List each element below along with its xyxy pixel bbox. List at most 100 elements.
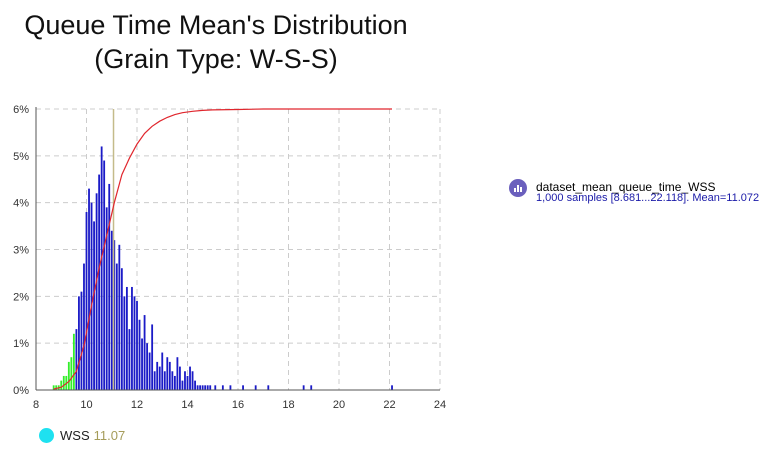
axes <box>35 107 440 391</box>
histogram-bar <box>168 361 171 390</box>
marker-dot-icon <box>39 427 54 443</box>
x-tick-label: 12 <box>131 399 143 411</box>
histogram-bar <box>146 343 149 390</box>
histogram-bar <box>242 385 244 390</box>
histogram-bar <box>103 160 106 390</box>
histogram-bar <box>113 240 116 390</box>
histogram-bar <box>171 371 174 390</box>
histogram-bar <box>110 230 113 390</box>
histogram-bar <box>100 146 103 390</box>
histogram-bar <box>105 207 108 390</box>
histogram-bar <box>181 380 184 390</box>
bar-chart-icon <box>509 179 527 197</box>
histogram-bar <box>161 352 164 390</box>
y-tick-label: 4% <box>13 198 29 210</box>
y-tick-label: 1% <box>13 338 29 350</box>
y-tick-label: 6% <box>13 104 29 116</box>
tick-labels: 0% 1% 2% 3% 4% 5% 6% 8 10 12 14 16 18 20 22 24 <box>13 104 446 411</box>
histogram-bar <box>310 385 313 390</box>
histogram-bar-low <box>72 333 75 390</box>
marker-legend-label: WSS <box>60 427 90 443</box>
histogram-bar <box>80 291 83 390</box>
x-tick-label: 24 <box>434 399 446 411</box>
x-tick-label: 10 <box>80 399 92 411</box>
histogram-bar <box>78 296 80 390</box>
histogram-bar <box>196 385 199 390</box>
histogram-bar-low <box>60 380 63 390</box>
histogram-bar <box>189 366 191 390</box>
histogram-bar <box>156 361 159 390</box>
histogram-bar <box>115 263 118 390</box>
histogram-bar <box>153 371 156 390</box>
x-tick-label: 20 <box>333 399 345 411</box>
histogram-bar <box>214 385 217 390</box>
legend-series-detail: 1,000 samples [8.681...22.118]. Mean=11.… <box>536 192 760 204</box>
histogram-bar <box>191 371 194 390</box>
y-tick-label: 2% <box>13 291 29 303</box>
chart-title: Queue Time Mean's Distribution (Grain Ty… <box>0 8 432 76</box>
histogram-bar <box>206 385 209 390</box>
histogram-bar-low <box>55 385 58 390</box>
marker-legend[interactable]: WSS 11.07 <box>39 427 125 443</box>
histogram-bar <box>194 380 196 390</box>
histogram-bar <box>229 385 232 390</box>
histogram-bar <box>136 301 138 390</box>
histogram-bar <box>98 174 101 390</box>
histogram-bar <box>133 296 136 390</box>
histogram-bar-low <box>70 357 73 390</box>
histogram-bar <box>141 338 143 390</box>
y-tick-label: 0% <box>13 385 29 397</box>
histogram-bar <box>148 352 151 390</box>
histogram-bar <box>166 357 169 390</box>
histogram-bar <box>302 385 305 390</box>
histogram-bar <box>201 385 204 390</box>
histogram-bar <box>138 319 141 390</box>
histogram-bar <box>391 385 393 390</box>
histogram-bar <box>83 263 85 390</box>
histogram-bar <box>151 324 154 390</box>
histogram-bar <box>221 385 224 390</box>
histogram-bar <box>93 221 95 390</box>
histogram-bar <box>173 375 176 390</box>
histogram-bar <box>179 366 181 390</box>
histogram-bar <box>118 244 121 390</box>
x-tick-label: 18 <box>282 399 294 411</box>
histogram-bar <box>184 371 186 390</box>
x-tick-label: 14 <box>181 399 193 411</box>
histogram-bar <box>143 315 146 390</box>
histogram-bar-low <box>62 375 65 390</box>
histogram-bar <box>125 286 128 390</box>
histogram-bar <box>267 385 270 390</box>
histogram-bar <box>186 375 189 390</box>
histogram-bar <box>199 385 202 390</box>
histogram-bar <box>254 385 257 390</box>
histogram-bar <box>75 329 78 390</box>
histogram-bar <box>131 286 133 390</box>
marker-legend-value: 11.07 <box>93 427 126 443</box>
x-tick-label: 22 <box>383 399 395 411</box>
chart-title-line-2: (Grain Type: W-S-S) <box>94 44 338 74</box>
x-tick-label: 8 <box>33 399 39 411</box>
histogram-bar <box>88 188 90 390</box>
histogram-bar <box>108 183 111 390</box>
histogram-bar <box>128 329 131 390</box>
histogram-bars <box>52 146 393 390</box>
histogram-bar <box>209 385 212 390</box>
histogram-bar <box>123 296 126 390</box>
cdf-line <box>53 108 392 390</box>
histogram-bar <box>120 268 123 390</box>
histogram-bar <box>204 385 207 390</box>
histogram-bar <box>158 366 161 390</box>
histogram-bar-low <box>67 361 70 390</box>
histogram-bar <box>95 193 98 390</box>
histogram-bar <box>90 202 93 390</box>
histogram-bar <box>85 212 88 390</box>
y-tick-label: 5% <box>13 151 29 163</box>
histogram-bar <box>163 371 166 390</box>
histogram-bar-low <box>52 385 55 390</box>
chart-title-line-1: Queue Time Mean's Distribution <box>24 10 408 40</box>
histogram-bar <box>176 357 179 390</box>
y-tick-label: 3% <box>13 245 29 257</box>
x-tick-label: 16 <box>232 399 244 411</box>
